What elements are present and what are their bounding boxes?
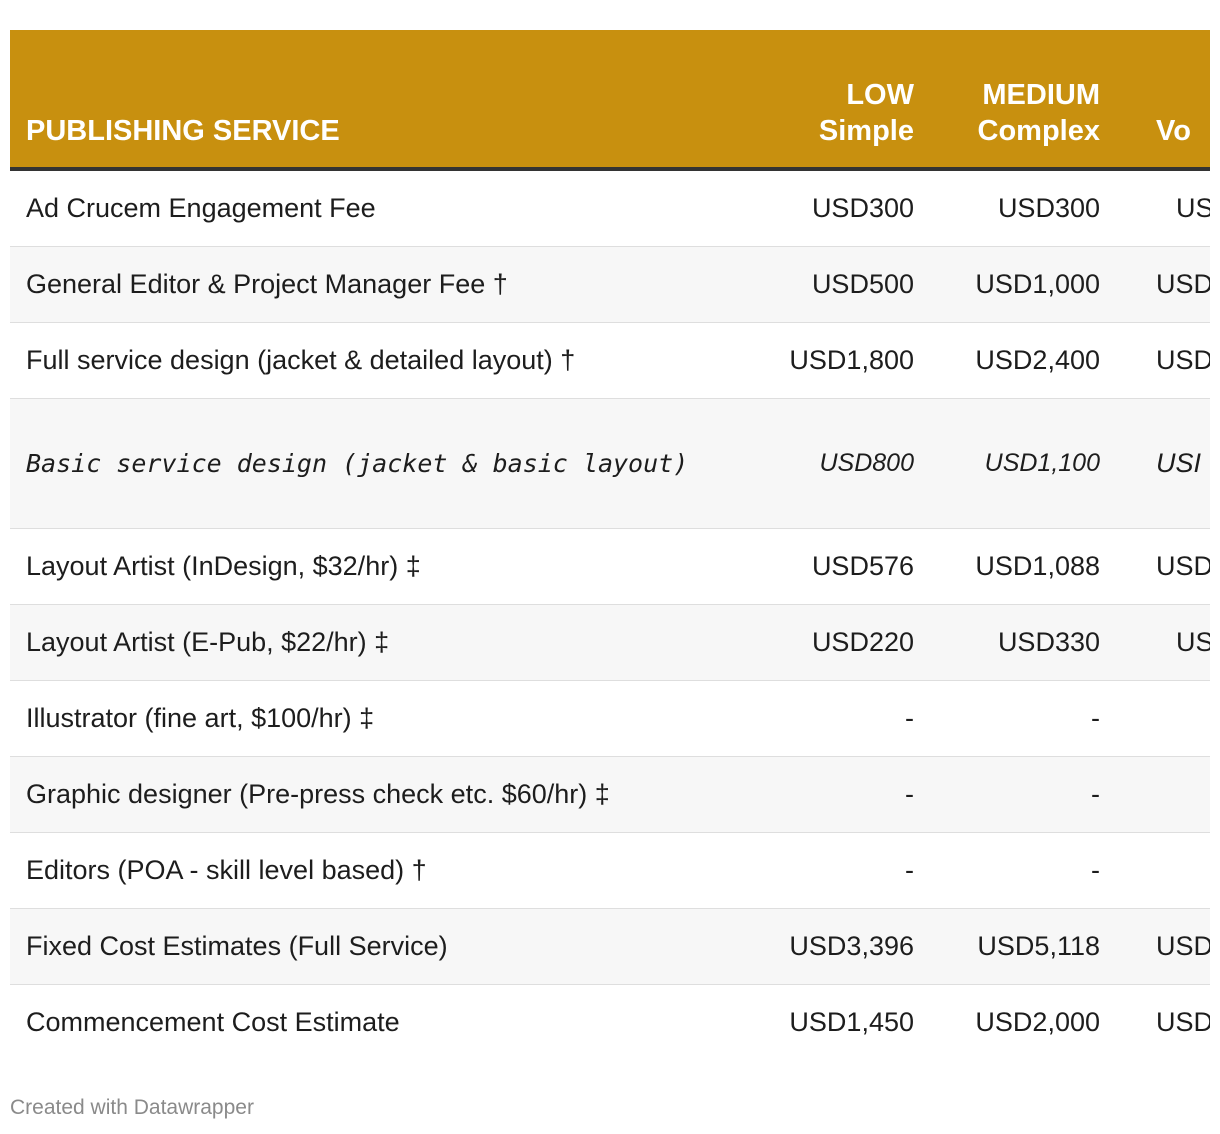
cell-volume: USD: [1100, 528, 1210, 605]
cell-low: -: [770, 756, 914, 833]
table-header: PUBLISHING SERVICE LOW Simple MEDIUM Com…: [10, 30, 1210, 171]
cell-service: Commencement Cost Estimate: [26, 1007, 400, 1037]
cell-volume: [1100, 756, 1210, 833]
table-row: Fixed Cost Estimates (Full Service) USD3…: [10, 908, 1210, 985]
header-medium-line2: Complex: [977, 115, 1100, 147]
cell-low: USD800: [770, 398, 914, 529]
cell-medium: USD2,400: [914, 322, 1100, 399]
cell-volume: [1100, 680, 1210, 757]
cell-medium: USD1,000: [914, 246, 1100, 323]
cell-medium: USD1,100: [914, 398, 1100, 529]
cell-low: -: [770, 832, 914, 909]
pricing-table-container: PUBLISHING SERVICE LOW Simple MEDIUM Com…: [10, 30, 1210, 1060]
table-row: Basic service design (jacket & basic lay…: [10, 398, 1210, 529]
cell-volume: US: [1100, 604, 1210, 681]
cell-service: Basic service design (jacket & basic lay…: [10, 398, 770, 529]
cell-medium: USD300: [914, 169, 1100, 247]
cell-volume: USD: [1100, 322, 1210, 399]
cell-low: -: [770, 680, 914, 757]
header-volume[interactable]: Vo: [1100, 30, 1210, 171]
header-medium-line1: MEDIUM: [982, 79, 1100, 111]
cell-low: USD300: [770, 169, 914, 247]
cell-medium: -: [914, 680, 1100, 757]
cell-low: USD220: [770, 604, 914, 681]
table-row: Editors (POA - skill level based) † - -: [10, 832, 1210, 909]
cell-service: Editors (POA - skill level based) †: [10, 832, 770, 909]
cell-volume: USD: [1100, 908, 1210, 985]
header-low-line1: LOW: [846, 79, 914, 111]
cell-medium: -: [914, 832, 1100, 909]
cell-service: Full service design (jacket & detailed l…: [10, 322, 770, 399]
cell-low: USD576: [770, 528, 914, 605]
table-row: General Editor & Project Manager Fee † U…: [10, 246, 1210, 323]
cell-service: Layout Artist (E-Pub, $22/hr) ‡: [10, 604, 770, 681]
header-row: PUBLISHING SERVICE LOW Simple MEDIUM Com…: [10, 30, 1210, 171]
header-volume-line2: Vo: [1156, 115, 1191, 147]
cell-low: USD1,450: [789, 1007, 914, 1037]
cell-low: USD3,396: [770, 908, 914, 985]
cell-medium: USD330: [914, 604, 1100, 681]
table-row: Full service design (jacket & detailed l…: [10, 322, 1210, 399]
table-row: Graphic designer (Pre-press check etc. $…: [10, 756, 1210, 833]
header-low[interactable]: LOW Simple: [770, 30, 914, 171]
header-publishing-service[interactable]: PUBLISHING SERVICE: [10, 30, 770, 171]
cell-service: Illustrator (fine art, $100/hr) ‡: [10, 680, 770, 757]
header-low-line2: Simple: [818, 115, 914, 147]
table-row: Layout Artist (E-Pub, $22/hr) ‡ USD220 U…: [10, 604, 1210, 681]
cell-volume: USI: [1100, 398, 1210, 529]
cell-medium: -: [914, 756, 1100, 833]
cell-volume: USD: [1156, 1007, 1210, 1037]
cell-medium: USD1,088: [914, 528, 1100, 605]
table-row: Layout Artist (InDesign, $32/hr) ‡ USD57…: [10, 528, 1210, 605]
table-row: Ad Crucem Engagement Fee USD300 USD300 U…: [10, 169, 1210, 247]
header-medium[interactable]: MEDIUM Complex: [914, 30, 1100, 171]
cell-service: Ad Crucem Engagement Fee: [10, 169, 770, 247]
cell-service: Fixed Cost Estimates (Full Service): [10, 908, 770, 985]
cell-service: Graphic designer (Pre-press check etc. $…: [10, 756, 770, 833]
cell-low: USD1,800: [770, 322, 914, 399]
cell-service: General Editor & Project Manager Fee †: [10, 246, 770, 323]
cell-volume: US: [1100, 169, 1210, 247]
cell-low: USD500: [770, 246, 914, 323]
datawrapper-credit[interactable]: Created with Datawrapper: [10, 1096, 254, 1119]
cell-medium: USD5,118: [914, 908, 1100, 985]
cell-medium: USD2,000: [975, 1007, 1100, 1037]
table-body: Ad Crucem Engagement Fee USD300 USD300 U…: [10, 169, 1210, 1060]
cell-service: Layout Artist (InDesign, $32/hr) ‡: [10, 528, 770, 605]
table-row: Commencement Cost Estimate USD1,450 USD2…: [10, 984, 1210, 1060]
table-row: Illustrator (fine art, $100/hr) ‡ - -: [10, 680, 1210, 757]
cell-volume: [1100, 832, 1210, 909]
pricing-table: PUBLISHING SERVICE LOW Simple MEDIUM Com…: [10, 30, 1210, 1060]
cell-volume: USD: [1100, 246, 1210, 323]
